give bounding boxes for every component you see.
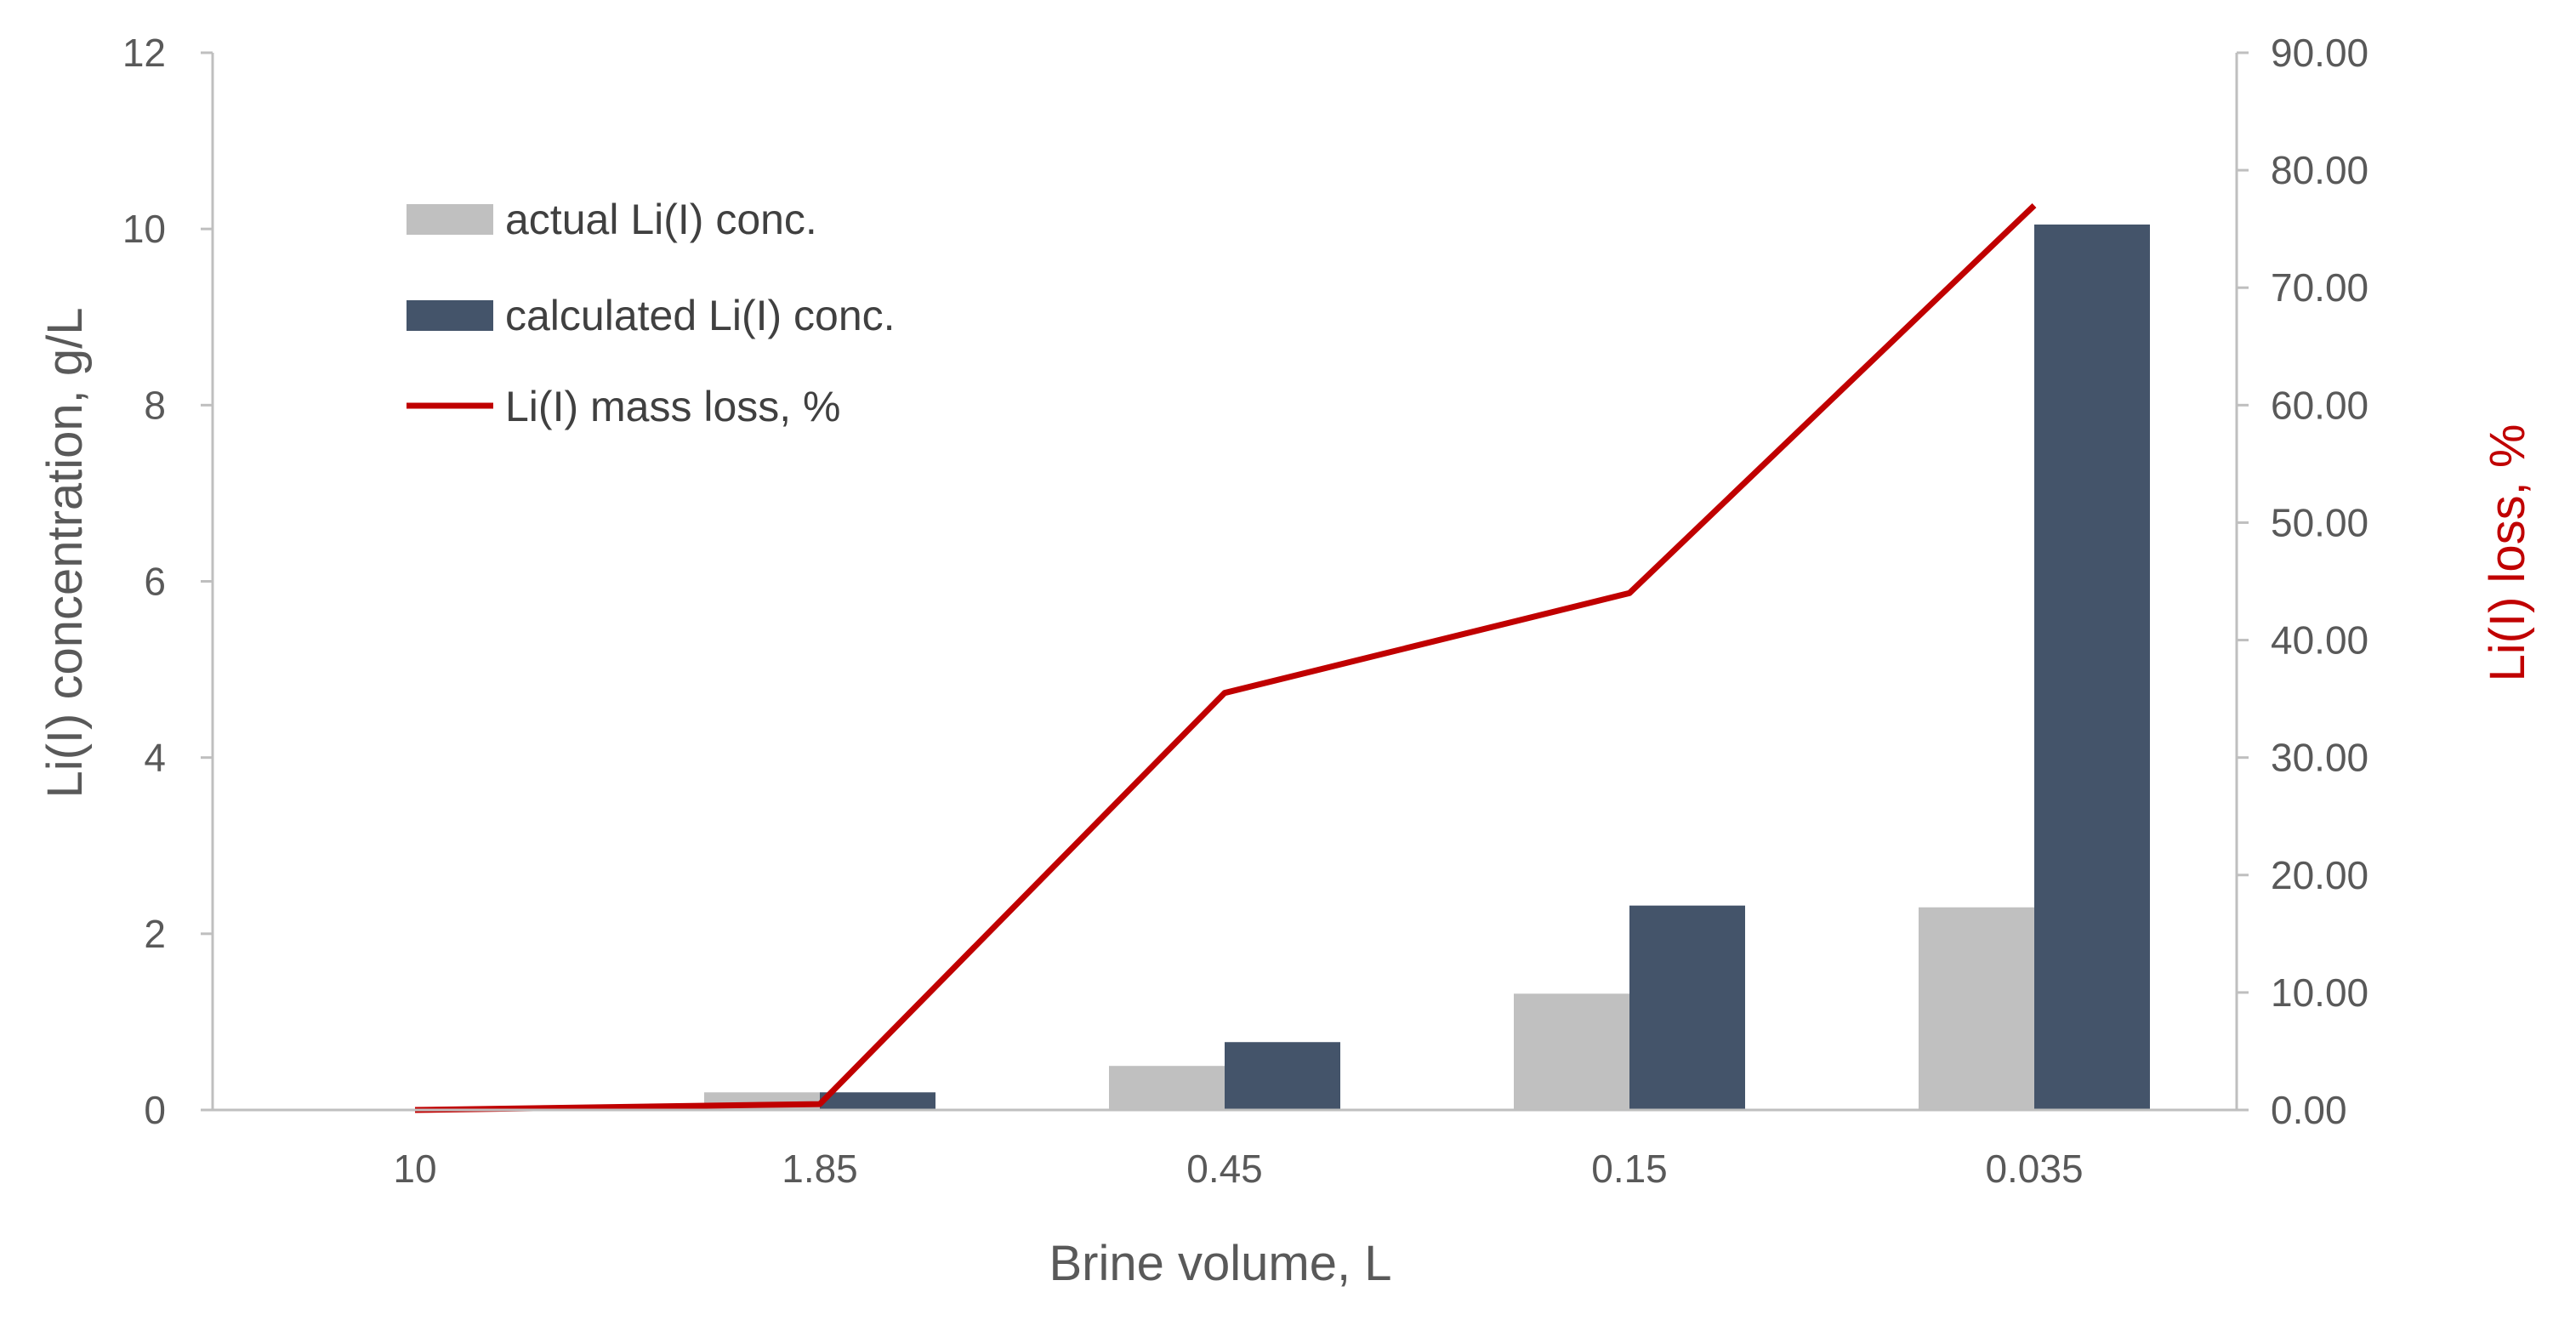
x-axis-title: Brine volume, L: [1049, 1236, 1392, 1291]
y-tick-label: 12: [122, 31, 166, 75]
y-tick-label: 6: [144, 560, 166, 604]
bar-actual-4: [1919, 908, 2034, 1110]
x-tick-label: 1.85: [782, 1147, 858, 1191]
y2-axis-title: Li(I) loss, %: [2480, 424, 2535, 682]
bar-actual-3: [1514, 993, 1629, 1110]
bar-calculated-3: [1629, 906, 1745, 1110]
y2-tick-label: 70.00: [2271, 265, 2368, 310]
legend: actual Li(I) conc. calculated Li(I) conc…: [407, 196, 896, 430]
y2-tick-label: 0.00: [2271, 1088, 2347, 1132]
legend-swatch-calculated: [407, 300, 493, 331]
y2-tick-label: 90.00: [2271, 31, 2368, 75]
x-tick-label: 0.15: [1591, 1147, 1668, 1191]
legend-label-calculated: calculated Li(I) conc.: [505, 292, 896, 339]
y-axis-title: Li(I) concentration, g/L: [37, 307, 93, 798]
x-tick-label: 0.45: [1186, 1147, 1263, 1191]
y2-tick-label: 20.00: [2271, 853, 2368, 897]
x-tick-label: 0.035: [1985, 1147, 2083, 1191]
y2-tick-label: 10.00: [2271, 970, 2368, 1015]
y-tick-label: 8: [144, 383, 166, 427]
legend-label-mass-loss: Li(I) mass loss, %: [505, 383, 841, 430]
y-tick-label: 10: [122, 207, 166, 251]
y2-tick-label: 30.00: [2271, 736, 2368, 780]
y2-tick-label: 60.00: [2271, 383, 2368, 427]
bars-layer: [704, 225, 2150, 1110]
x-tick-label: 10: [393, 1147, 436, 1191]
y2-tick-label: 80.00: [2271, 148, 2368, 192]
legend-swatch-actual: [407, 204, 493, 235]
bar-calculated-4: [2034, 225, 2150, 1110]
y-tick-label: 2: [144, 912, 166, 956]
y-tick-label: 0: [144, 1088, 166, 1132]
bar-calculated-1: [820, 1092, 935, 1110]
legend-label-actual: actual Li(I) conc.: [505, 196, 817, 243]
bar-actual-2: [1109, 1066, 1225, 1110]
line-layer: [415, 205, 2034, 1110]
bar-calculated-2: [1225, 1042, 1340, 1110]
y-tick-label: 4: [144, 736, 166, 780]
y2-tick-label: 40.00: [2271, 618, 2368, 663]
y2-tick-label: 50.00: [2271, 500, 2368, 544]
line-mass-loss: [415, 206, 2034, 1110]
